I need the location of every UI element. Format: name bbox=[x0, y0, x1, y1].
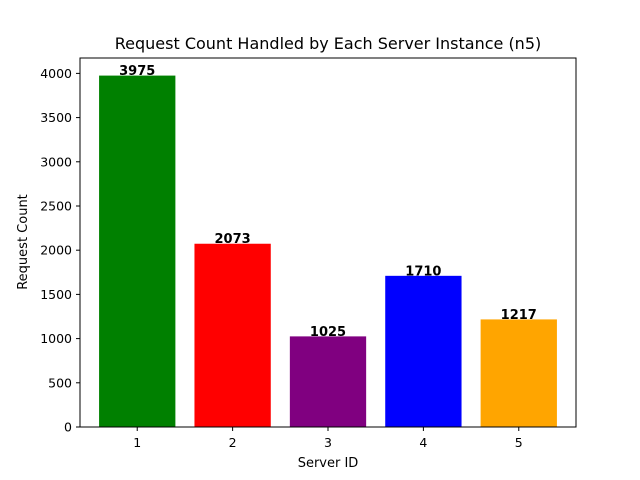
plot-frame bbox=[79, 57, 577, 428]
y-tick-label-4000: 4000 bbox=[40, 66, 72, 81]
y-tick-label-3000: 3000 bbox=[40, 154, 72, 169]
x-tick-label-1: 1 bbox=[133, 435, 141, 450]
x-tick-label-4: 4 bbox=[419, 435, 427, 450]
x-tick-label-2: 2 bbox=[229, 435, 237, 450]
x-axis-label: Server ID bbox=[298, 456, 359, 471]
y-tick-label-2000: 2000 bbox=[40, 243, 72, 258]
x-tick-label-5: 5 bbox=[515, 435, 523, 450]
bars-group bbox=[99, 75, 557, 428]
y-tick-label-1500: 1500 bbox=[40, 287, 72, 302]
y-tick-label-2500: 2500 bbox=[40, 198, 72, 213]
data-label-server-5: 1217 bbox=[501, 308, 537, 323]
data-label-server-1: 3975 bbox=[119, 64, 155, 79]
x-tick-label-3: 3 bbox=[324, 435, 332, 450]
y-tick-label-1000: 1000 bbox=[40, 331, 72, 346]
y-axis-label: Request Count bbox=[16, 194, 31, 290]
data-label-server-4: 1710 bbox=[405, 264, 441, 279]
data-labels-group: 3975 2073 1025 1710 1217 bbox=[119, 64, 537, 340]
y-tick-label-500: 500 bbox=[48, 375, 72, 390]
bar-server-3 bbox=[289, 336, 367, 427]
bar-server-2 bbox=[194, 243, 271, 427]
y-tick-label-3500: 3500 bbox=[40, 110, 72, 125]
x-axis: 1 2 3 4 5 bbox=[133, 427, 523, 450]
y-axis: 0 500 1000 1500 2000 2500 3000 3500 4000 bbox=[40, 66, 80, 435]
chart-title: Request Count Handled by Each Server Ins… bbox=[115, 34, 542, 53]
y-tick-label-0: 0 bbox=[64, 420, 72, 435]
bar-server-1 bbox=[99, 75, 176, 428]
bar-server-4 bbox=[385, 275, 462, 427]
data-label-server-3: 1025 bbox=[310, 325, 346, 340]
data-label-server-2: 2073 bbox=[215, 232, 251, 247]
bar-server-5 bbox=[480, 319, 557, 427]
